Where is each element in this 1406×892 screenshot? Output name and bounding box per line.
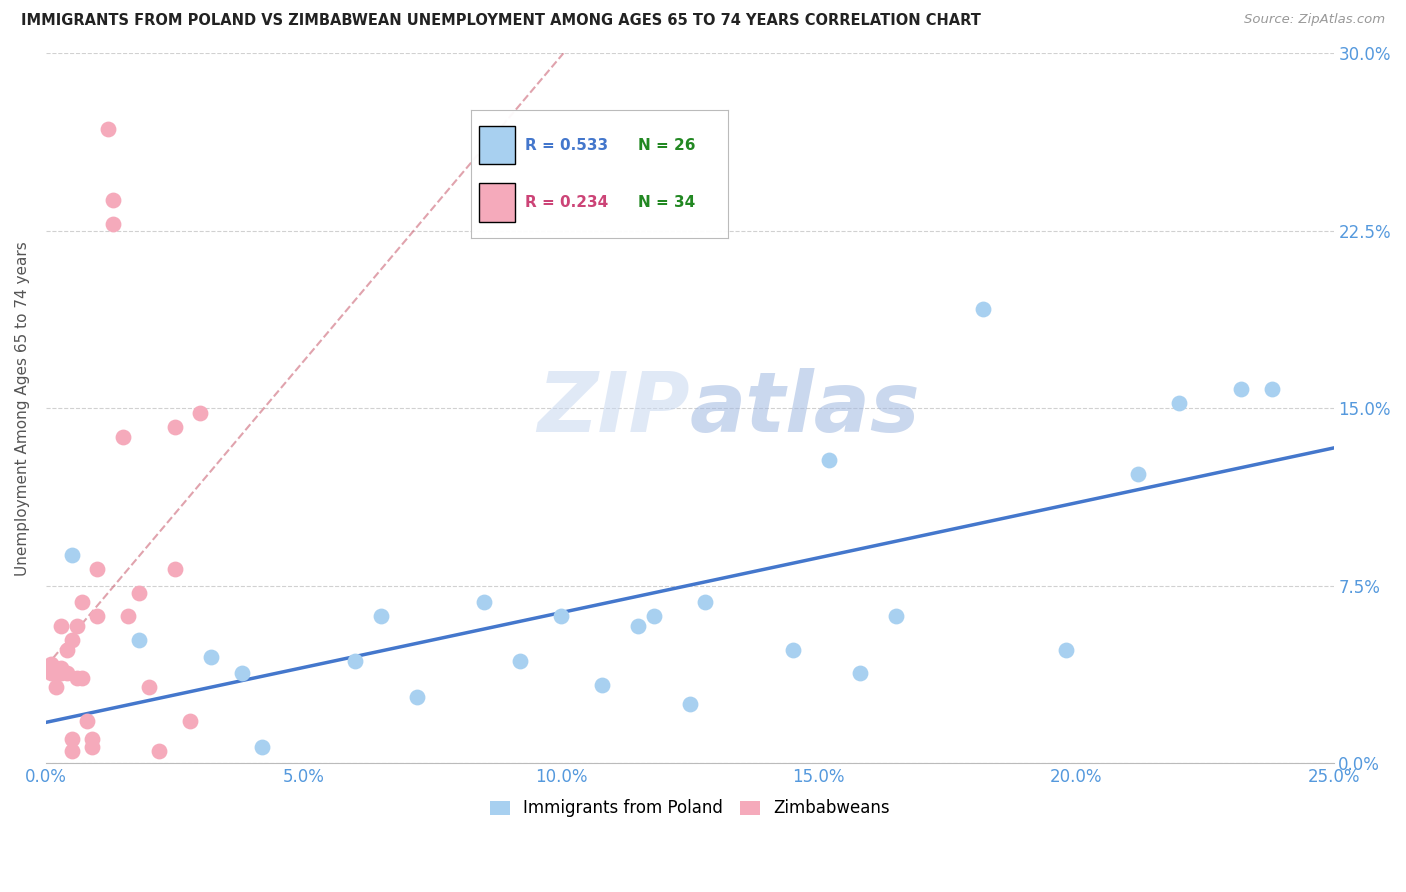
Point <box>163 562 186 576</box>
Point <box>782 642 804 657</box>
Point <box>45 661 67 675</box>
Point <box>1168 396 1191 410</box>
Point <box>70 595 93 609</box>
Point <box>51 661 73 675</box>
Point <box>82 739 104 754</box>
Point <box>848 666 870 681</box>
Point <box>86 562 108 576</box>
Text: IMMIGRANTS FROM POLAND VS ZIMBABWEAN UNEMPLOYMENT AMONG AGES 65 TO 74 YEARS CORR: IMMIGRANTS FROM POLAND VS ZIMBABWEAN UNE… <box>21 13 981 29</box>
Point <box>190 406 212 420</box>
Point <box>45 681 67 695</box>
Point <box>39 666 62 681</box>
Point <box>86 609 108 624</box>
Point <box>200 649 222 664</box>
Point <box>1260 382 1282 396</box>
Point <box>627 619 650 633</box>
Point <box>252 739 274 754</box>
Point <box>550 609 572 624</box>
Point <box>817 453 839 467</box>
Text: atlas: atlas <box>690 368 921 449</box>
Point <box>76 714 98 728</box>
Point <box>55 642 77 657</box>
Text: Source: ZipAtlas.com: Source: ZipAtlas.com <box>1244 13 1385 27</box>
Point <box>1054 642 1077 657</box>
Point <box>163 420 186 434</box>
Point <box>55 666 77 681</box>
Point <box>51 619 73 633</box>
Point <box>695 595 717 609</box>
Point <box>66 671 89 685</box>
Point <box>643 609 665 624</box>
Point <box>117 609 139 624</box>
Point <box>128 633 150 648</box>
Legend: Immigrants from Poland, Zimbabweans: Immigrants from Poland, Zimbabweans <box>481 791 898 826</box>
Point <box>51 666 73 681</box>
Point <box>1126 467 1149 482</box>
Point <box>148 744 170 758</box>
Point <box>972 301 994 316</box>
Point <box>70 671 93 685</box>
Point <box>82 732 104 747</box>
Point <box>101 217 124 231</box>
Point <box>591 678 613 692</box>
Point <box>138 681 160 695</box>
Point <box>509 654 531 668</box>
Point <box>66 619 89 633</box>
Point <box>343 654 366 668</box>
Point <box>60 744 83 758</box>
Y-axis label: Unemployment Among Ages 65 to 74 years: Unemployment Among Ages 65 to 74 years <box>15 241 30 575</box>
Point <box>128 586 150 600</box>
Point <box>60 732 83 747</box>
Point <box>679 697 702 711</box>
Point <box>97 122 120 136</box>
Point <box>231 666 253 681</box>
Point <box>370 609 392 624</box>
Point <box>60 548 83 562</box>
Point <box>1230 382 1253 396</box>
Point <box>179 714 201 728</box>
Point <box>60 633 83 648</box>
Point <box>39 657 62 671</box>
Point <box>112 429 135 443</box>
Point <box>884 609 907 624</box>
Point <box>45 666 67 681</box>
Point <box>405 690 427 704</box>
Point <box>101 193 124 207</box>
Point <box>472 595 495 609</box>
Text: ZIP: ZIP <box>537 368 690 449</box>
